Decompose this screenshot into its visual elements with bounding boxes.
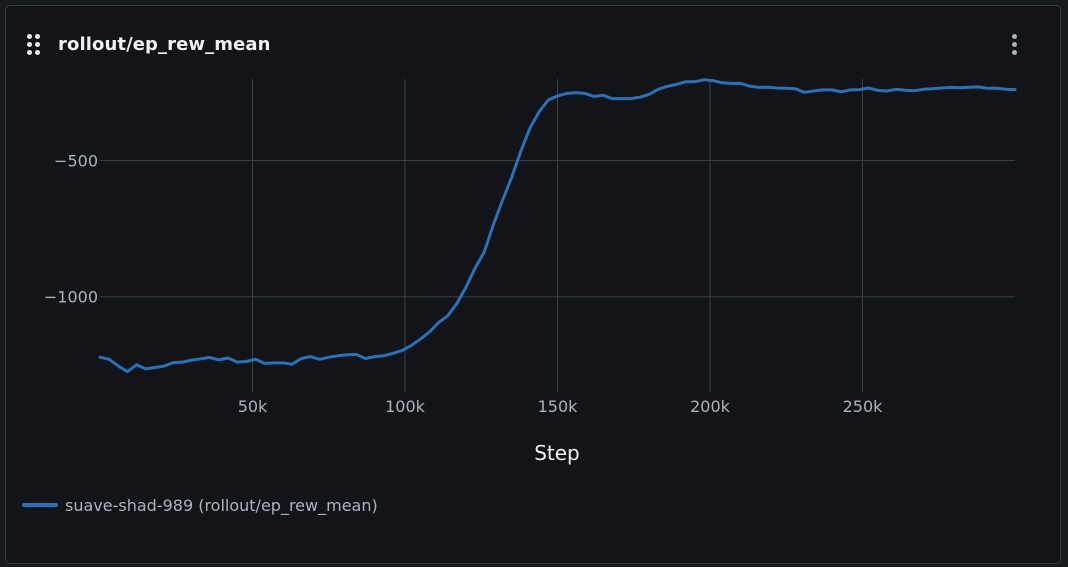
x-tick-label: 250k	[843, 397, 884, 416]
x-tick-label: 50k	[238, 397, 268, 416]
x-tick-label: 100k	[385, 397, 426, 416]
x-tick-label: 200k	[690, 397, 731, 416]
series-line[interactable]	[98, 78, 1017, 374]
x-axis-label: Step	[534, 441, 580, 465]
drag-handle-icon[interactable]	[25, 34, 41, 60]
x-tick-label: 150k	[538, 397, 579, 416]
legend[interactable]: suave-shad-989 (rollout/ep_rew_mean)	[22, 494, 378, 516]
more-vertical-icon[interactable]	[1006, 32, 1022, 60]
legend-series-label: suave-shad-989 (rollout/ep_rew_mean)	[65, 495, 378, 515]
chart-panel	[5, 5, 1061, 564]
legend-swatch	[22, 503, 58, 507]
panel-title: rollout/ep_rew_mean	[58, 34, 271, 55]
y-tick-label: −1000	[44, 288, 98, 307]
y-tick-label: −500	[54, 152, 98, 171]
